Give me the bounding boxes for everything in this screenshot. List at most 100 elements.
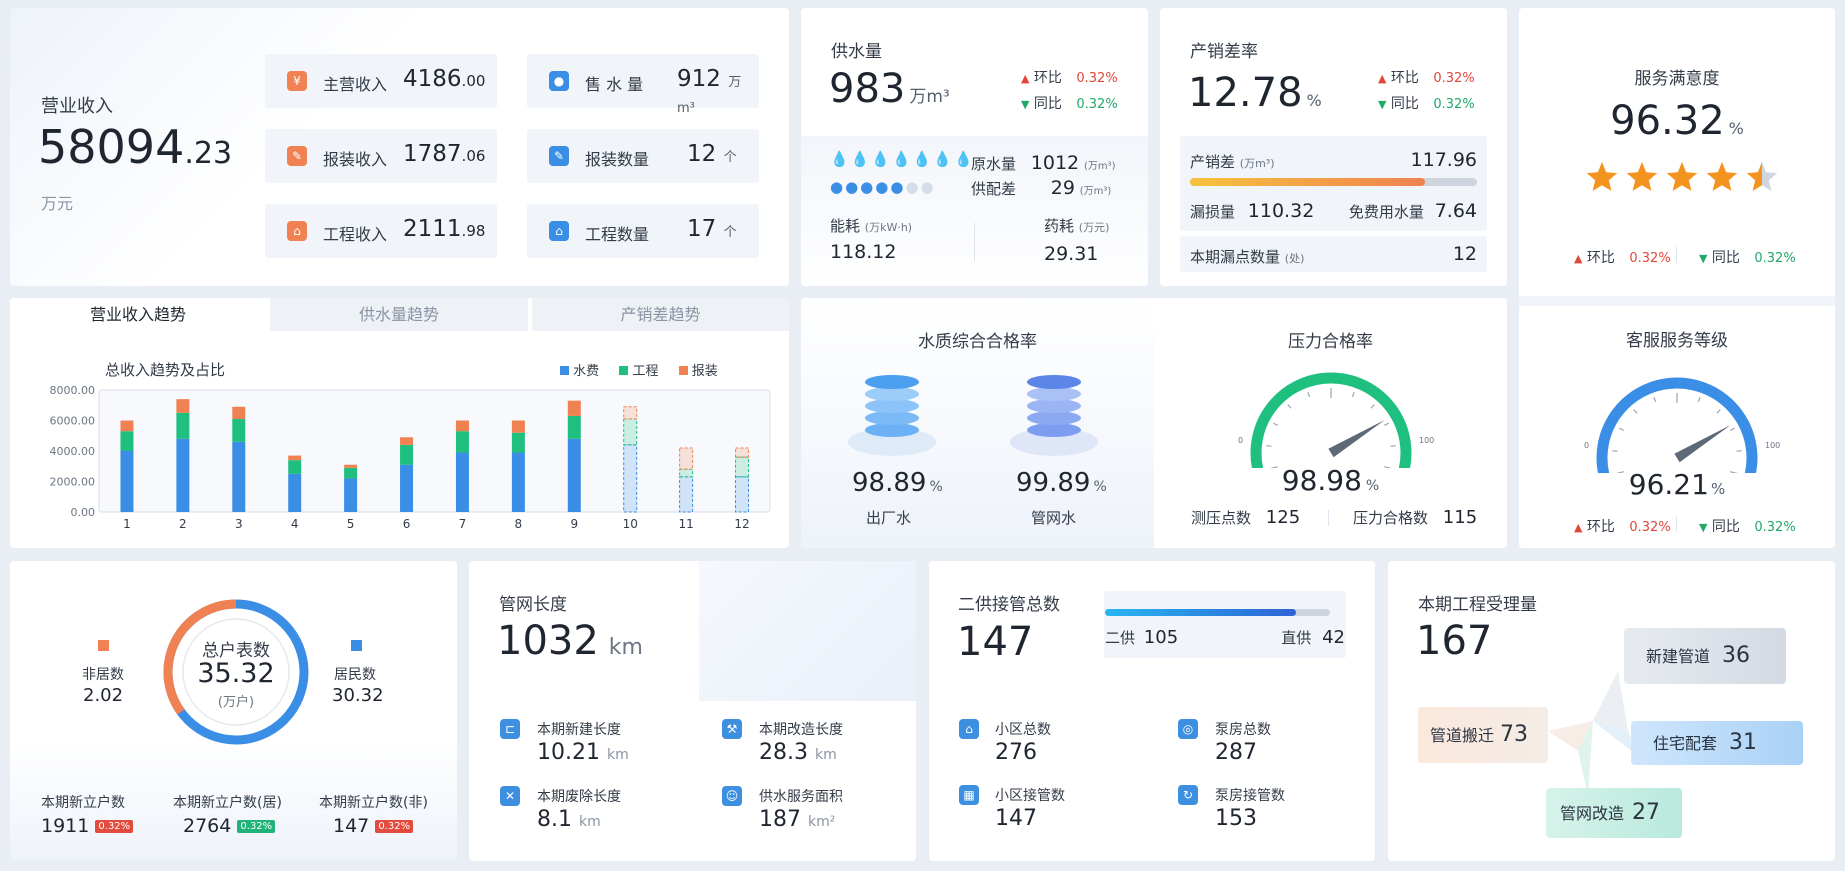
tab-diff-trend[interactable]: 产销差趋势 bbox=[532, 298, 789, 331]
bar-segment[interactable] bbox=[176, 412, 190, 439]
bar-segment[interactable] bbox=[120, 451, 134, 512]
star-icon bbox=[1706, 162, 1738, 191]
bar-segment[interactable] bbox=[623, 418, 638, 446]
bar-segment[interactable] bbox=[511, 420, 525, 433]
bar-segment[interactable] bbox=[735, 456, 750, 478]
pump-total-value: 287 bbox=[1215, 740, 1257, 765]
gauge-tick bbox=[1351, 392, 1355, 398]
huanbi-label: 环比 bbox=[1390, 70, 1419, 86]
households-unit: (万户) bbox=[217, 695, 255, 710]
tag-pipe-relocate[interactable]: 管道搬迁 73 bbox=[1418, 707, 1548, 763]
bar-segment[interactable] bbox=[400, 464, 414, 512]
bar-segment[interactable] bbox=[567, 438, 581, 512]
bar-segment[interactable] bbox=[679, 447, 694, 470]
new-value: 2764 bbox=[183, 815, 232, 837]
bar-segment[interactable] bbox=[679, 476, 694, 513]
bar-segment[interactable] bbox=[567, 415, 581, 439]
zhi-value: 42 bbox=[1322, 627, 1345, 648]
tag-new-pipe[interactable]: 新建管道 36 bbox=[1624, 628, 1786, 684]
revenue-item-install[interactable]: ✎ 报装收入 1787.06 bbox=[265, 129, 497, 183]
bar-segment[interactable] bbox=[288, 455, 302, 461]
non-resident-label: 非居数 bbox=[82, 667, 124, 683]
tag-label: 管网改造 bbox=[1560, 804, 1625, 823]
bar-segment[interactable] bbox=[735, 447, 750, 458]
bar-segment[interactable] bbox=[679, 468, 694, 478]
ok-value: 115 bbox=[1442, 507, 1478, 528]
bar-segment[interactable] bbox=[344, 478, 358, 512]
tongbi-label: 同比 bbox=[1711, 519, 1740, 535]
bar-segment[interactable] bbox=[511, 452, 525, 512]
revenue-item-main[interactable]: ¥ 主营收入 4186.00 bbox=[265, 54, 497, 108]
drug-label: 药耗 (万元) bbox=[1044, 215, 1109, 236]
tag-network-renovate[interactable]: 管网改造 27 bbox=[1546, 788, 1682, 838]
bar-segment[interactable] bbox=[176, 438, 190, 512]
y-tick-label: 6000.00 bbox=[50, 415, 96, 428]
revenue-item-value: 17 个 bbox=[687, 216, 737, 242]
pump-icon: ◎ bbox=[1178, 719, 1198, 739]
bar-segment[interactable] bbox=[288, 460, 302, 474]
community-total-value: 276 bbox=[995, 740, 1037, 765]
chart-legend: 水费 工程 报装 bbox=[560, 360, 718, 379]
bar-segment[interactable] bbox=[511, 432, 525, 453]
bar-segment[interactable] bbox=[232, 418, 246, 442]
service-level-gauge bbox=[1596, 377, 1758, 473]
resident-label: 居民数 bbox=[334, 667, 376, 683]
bar-segment[interactable] bbox=[176, 399, 190, 413]
value-int: 2111 bbox=[403, 216, 462, 242]
non-resident-value: 2.02 bbox=[83, 685, 124, 706]
x-tick-label: 2 bbox=[179, 517, 187, 531]
bar-segment[interactable] bbox=[400, 437, 414, 445]
revenue-item-label: 主营收入 bbox=[323, 75, 388, 94]
revenue-item-project[interactable]: ⌂ 工程收入 2111.98 bbox=[265, 204, 497, 258]
bar-segment[interactable] bbox=[567, 400, 581, 416]
wrench-icon: ✎ bbox=[287, 146, 307, 166]
tab-supply-trend[interactable]: 供水量趋势 bbox=[270, 298, 528, 331]
bar-segment[interactable] bbox=[344, 467, 358, 479]
pump-takeover-label: 泵房接管数 bbox=[1215, 788, 1285, 804]
bar-segment[interactable] bbox=[455, 420, 469, 432]
star-icon bbox=[1746, 162, 1778, 191]
bar-segment[interactable] bbox=[120, 420, 134, 432]
star-icon bbox=[1626, 162, 1658, 191]
bar-segment[interactable] bbox=[344, 464, 358, 468]
tab-revenue-trend[interactable]: 营业收入趋势 bbox=[10, 298, 266, 331]
revenue-item-project-count[interactable]: ⌂ 工程数量 17 个 bbox=[527, 204, 759, 258]
revenue-value: 58094.23 bbox=[38, 120, 232, 174]
bar-segment[interactable] bbox=[623, 406, 638, 420]
bar-segment[interactable] bbox=[232, 441, 246, 512]
leak: 漏损量 110.32 bbox=[1190, 200, 1314, 222]
pressure-value-num: 98.98 bbox=[1281, 464, 1362, 497]
energy-label-text: 能耗 bbox=[830, 217, 861, 235]
water-drop-empty-icon: ●● bbox=[905, 178, 936, 196]
bar-segment[interactable] bbox=[455, 452, 469, 512]
dist-unit: (万m³) bbox=[1079, 186, 1112, 197]
pressure-ok: 压力合格数 115 bbox=[1353, 507, 1477, 528]
service-card: 服务满意度 96.32% ▲ 环比 0.32% ▼ 同比 0.32% 客服服务等… bbox=[1519, 8, 1835, 548]
tag-value: 73 bbox=[1500, 722, 1529, 747]
y-tick-label: 0.00 bbox=[71, 506, 96, 519]
bar-segment[interactable] bbox=[455, 431, 469, 453]
ok-label: 压力合格数 bbox=[1353, 509, 1429, 527]
bar-segment[interactable] bbox=[400, 444, 414, 465]
pipe-icon: ⊏ bbox=[500, 719, 520, 739]
service-level-unit: % bbox=[1710, 480, 1726, 498]
huanbi-label: 环比 bbox=[1586, 519, 1615, 535]
revenue-item-install-count[interactable]: ✎ 报装数量 12 个 bbox=[527, 129, 759, 183]
supply-title: 供水量 bbox=[831, 42, 882, 62]
gauge-needle bbox=[1328, 420, 1385, 458]
drug-label-text: 药耗 bbox=[1044, 217, 1075, 235]
bar-segment[interactable] bbox=[120, 431, 134, 451]
revenue-item-water-sold[interactable]: ● 售 水 量 912 万m³ bbox=[527, 54, 759, 116]
water-drop-icon: ● bbox=[549, 71, 569, 91]
value-unit: 万m³ bbox=[677, 75, 742, 116]
huanbi-value: 0.32% bbox=[1629, 520, 1671, 535]
star-rating bbox=[1582, 160, 1782, 196]
value-int: 1787 bbox=[403, 141, 462, 167]
network-value-num: 99.89 bbox=[1016, 468, 1091, 498]
bar-segment[interactable] bbox=[288, 473, 302, 512]
bar-segment[interactable] bbox=[623, 444, 638, 513]
bar-segment[interactable] bbox=[232, 406, 246, 419]
hammer-icon: ⚒ bbox=[722, 719, 742, 739]
bar-segment[interactable] bbox=[735, 476, 750, 513]
tag-residential[interactable]: 住宅配套 31 bbox=[1631, 721, 1803, 765]
